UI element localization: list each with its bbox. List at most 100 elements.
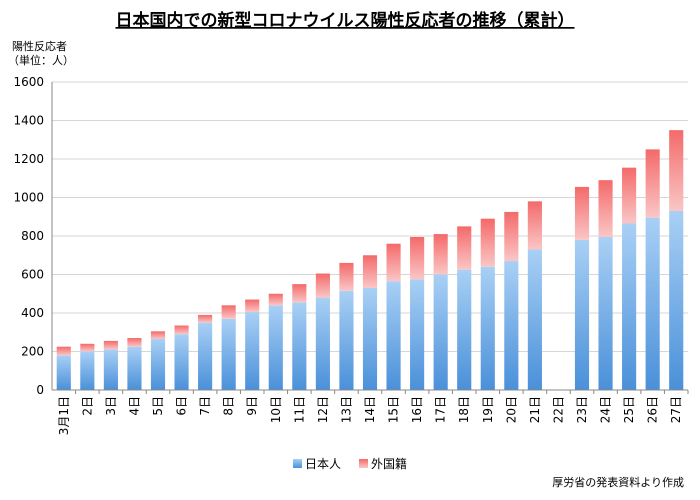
bar-japanese: [504, 261, 519, 390]
y-axis-label-line2: （単位：人）: [8, 53, 74, 67]
bar-foreign: [150, 331, 166, 339]
bar-japanese: [480, 266, 495, 390]
bar-foreign: [339, 262, 354, 291]
chart-title: 日本国内での新型コロナウイルス陽性反応者の推移（累計）: [116, 10, 575, 31]
x-tick-label: 3日: [104, 396, 118, 416]
bar-japanese: [433, 274, 448, 390]
x-tick-label: 27日: [669, 396, 683, 423]
bar-foreign: [127, 338, 142, 347]
y-tick-label: 0: [36, 383, 44, 397]
bar-foreign: [598, 180, 613, 237]
bar-japanese: [410, 279, 425, 390]
bar-japanese: [292, 302, 307, 390]
x-tick-label: 7日: [198, 396, 212, 416]
bar-foreign: [292, 284, 307, 303]
x-tick-label: 23日: [575, 396, 589, 423]
y-tick-label: 600: [21, 268, 44, 282]
y-tick-label: 1600: [13, 75, 44, 89]
x-tick-labels: 3月1日 2日 3日 4日 5日 6日 7日 8日 9日 10日 11日 12日 13日 14日 15日 16…: [57, 390, 689, 435]
x-tick-label: 17日: [434, 396, 448, 423]
bar-foreign: [315, 273, 330, 298]
y-axis-label-line1: 陽性反応者: [12, 39, 67, 53]
y-tick-labels: 0 200 400 600 800 1000 1200 1400 1600: [13, 75, 44, 397]
x-tick-label: 25日: [622, 396, 636, 423]
bar-foreign: [221, 305, 236, 319]
x-tick-label: 18日: [457, 396, 471, 423]
y-tick-label: 400: [21, 306, 44, 320]
bar-japanese: [174, 334, 189, 390]
legend-swatch-foreign: [359, 459, 368, 468]
bar-foreign: [245, 299, 260, 313]
x-tick-label: 24日: [599, 396, 613, 423]
bar-japanese: [574, 239, 590, 390]
x-tick-label: 5日: [151, 396, 165, 416]
y-tick-label: 1000: [13, 191, 44, 205]
bar-japanese: [150, 338, 166, 390]
x-tick-label: 20日: [504, 396, 518, 423]
bar-japanese: [56, 355, 71, 390]
bar-foreign: [386, 243, 401, 282]
bar-japanese: [386, 281, 401, 390]
bar-foreign: [410, 236, 425, 280]
bars: [56, 130, 684, 390]
x-tick-label: 12日: [316, 396, 330, 423]
y-tick-label: 1200: [13, 152, 44, 166]
x-tick-label: 6日: [175, 396, 189, 416]
bar-japanese: [221, 318, 236, 390]
x-tick-label: 16日: [410, 396, 424, 423]
bar-japanese: [198, 322, 213, 390]
legend-swatch-japanese: [293, 459, 302, 468]
bar-foreign: [480, 218, 495, 267]
x-tick-label: 19日: [481, 396, 495, 423]
x-tick-label: 9日: [245, 396, 259, 416]
x-tick-label: 21日: [528, 396, 542, 423]
bar-japanese: [527, 249, 542, 390]
y-tick-label: 200: [21, 345, 44, 359]
source-note: 厚労省の発表資料より作成: [552, 475, 684, 489]
x-tick-label: 3月1日: [57, 396, 71, 435]
bar-japanese: [245, 312, 260, 390]
bar-foreign: [198, 314, 213, 323]
bar-japanese: [645, 217, 660, 390]
bar-foreign: [457, 226, 472, 270]
bar-foreign: [362, 255, 378, 288]
bar-foreign: [80, 343, 95, 352]
x-tick-label: 14日: [363, 396, 377, 423]
x-tick-label: 10日: [269, 396, 283, 423]
bar-japanese: [622, 223, 637, 390]
bar-japanese: [339, 290, 354, 390]
bar-foreign: [622, 167, 637, 224]
bar-foreign: [527, 201, 542, 250]
x-tick-label: 15日: [387, 396, 401, 423]
bar-japanese: [268, 305, 283, 390]
bar-foreign: [103, 340, 118, 350]
bar-foreign: [504, 211, 519, 262]
y-tick-label: 800: [21, 229, 44, 243]
bar-japanese: [103, 349, 118, 390]
bar-japanese: [598, 236, 613, 390]
x-tick-label: 22日: [551, 396, 565, 423]
bar-foreign: [174, 325, 189, 335]
bar-japanese: [362, 287, 378, 390]
x-tick-label: 2日: [80, 396, 94, 416]
legend: 日本人 外国籍: [293, 456, 407, 471]
x-tick-label: 4日: [127, 396, 141, 416]
bar-japanese: [127, 346, 142, 390]
bar-japanese: [80, 351, 95, 390]
bar-foreign: [669, 130, 684, 211]
legend-label-japanese: 日本人: [305, 457, 341, 471]
bar-japanese: [669, 210, 684, 390]
bar-foreign: [574, 186, 590, 240]
bar-japanese: [315, 297, 330, 390]
bar-foreign: [268, 293, 283, 306]
legend-label-foreign: 外国籍: [371, 456, 407, 471]
x-tick-label: 8日: [222, 396, 236, 416]
bar-foreign: [433, 234, 448, 275]
x-tick-label: 13日: [339, 396, 353, 423]
x-tick-label: 11日: [292, 396, 306, 423]
bar-japanese: [457, 269, 472, 390]
bar-foreign: [645, 149, 660, 218]
x-tick-label: 26日: [646, 396, 660, 423]
y-tick-label: 1400: [13, 114, 44, 128]
